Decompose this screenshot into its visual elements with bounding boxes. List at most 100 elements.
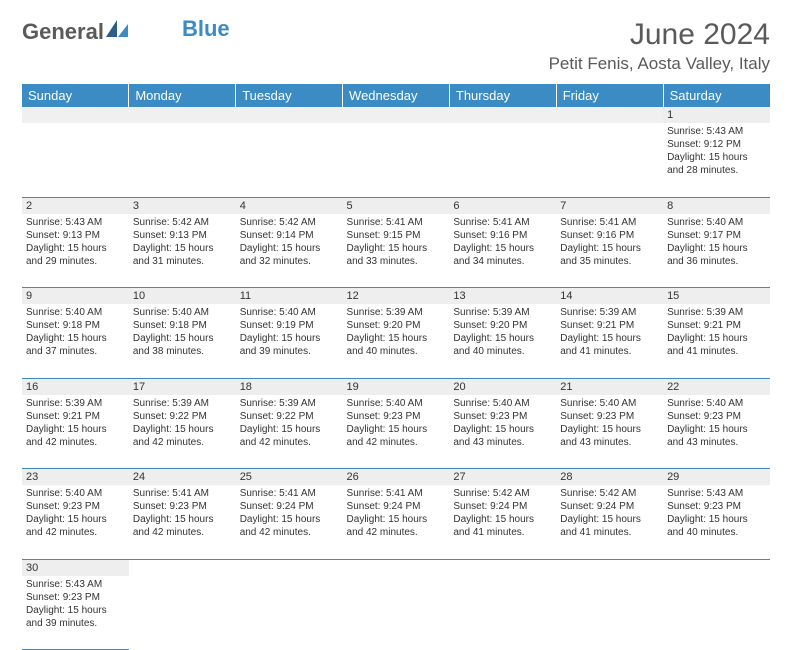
day-content-cell: Sunrise: 5:40 AMSunset: 9:19 PMDaylight:…	[236, 304, 343, 378]
sunrise-text: Sunrise: 5:40 AM	[667, 397, 766, 410]
day-number-cell: 5	[343, 197, 450, 214]
day-content-cell: Sunrise: 5:39 AMSunset: 9:22 PMDaylight:…	[236, 395, 343, 469]
daylight-text: and 40 minutes.	[453, 345, 552, 358]
daylight-text: and 42 minutes.	[26, 436, 125, 449]
day-number-cell: 18	[236, 378, 343, 395]
day-number-cell: 21	[556, 378, 663, 395]
sunrise-text: Sunrise: 5:42 AM	[453, 487, 552, 500]
sunset-text: Sunset: 9:24 PM	[560, 500, 659, 513]
day-number-cell: 9	[22, 288, 129, 305]
daynum-row: 2345678	[22, 197, 770, 214]
daylight-text: and 32 minutes.	[240, 255, 339, 268]
day-content-cell: Sunrise: 5:40 AMSunset: 9:23 PMDaylight:…	[663, 395, 770, 469]
day-number-cell	[236, 107, 343, 123]
day-content-cell	[556, 123, 663, 197]
day-content-cell: Sunrise: 5:40 AMSunset: 9:18 PMDaylight:…	[129, 304, 236, 378]
sunrise-text: Sunrise: 5:40 AM	[347, 397, 446, 410]
day-content-cell: Sunrise: 5:41 AMSunset: 9:15 PMDaylight:…	[343, 214, 450, 288]
day-number-cell: 27	[449, 469, 556, 486]
daylight-text: Daylight: 15 hours	[240, 242, 339, 255]
sunrise-text: Sunrise: 5:40 AM	[240, 306, 339, 319]
sunset-text: Sunset: 9:24 PM	[453, 500, 552, 513]
daylight-text: Daylight: 15 hours	[133, 242, 232, 255]
sunset-text: Sunset: 9:22 PM	[133, 410, 232, 423]
sunset-text: Sunset: 9:19 PM	[240, 319, 339, 332]
logo-text-2: Blue	[182, 16, 230, 42]
sunset-text: Sunset: 9:18 PM	[26, 319, 125, 332]
day-content-cell	[129, 123, 236, 197]
sunrise-text: Sunrise: 5:40 AM	[26, 306, 125, 319]
sunrise-text: Sunrise: 5:42 AM	[133, 216, 232, 229]
sunrise-text: Sunrise: 5:40 AM	[560, 397, 659, 410]
day-content-cell	[236, 123, 343, 197]
sunset-text: Sunset: 9:23 PM	[26, 500, 125, 513]
daylight-text: Daylight: 15 hours	[347, 242, 446, 255]
daylight-text: and 28 minutes.	[667, 164, 766, 177]
daylight-text: Daylight: 15 hours	[347, 332, 446, 345]
sunset-text: Sunset: 9:23 PM	[347, 410, 446, 423]
daylight-text: and 42 minutes.	[347, 526, 446, 539]
daylight-text: Daylight: 15 hours	[667, 151, 766, 164]
day-number-cell: 24	[129, 469, 236, 486]
day-content-cell: Sunrise: 5:40 AMSunset: 9:23 PMDaylight:…	[22, 485, 129, 559]
day-content-cell: Sunrise: 5:39 AMSunset: 9:20 PMDaylight:…	[449, 304, 556, 378]
logo: General Blue	[22, 18, 230, 46]
sunrise-text: Sunrise: 5:39 AM	[133, 397, 232, 410]
day-number-cell: 4	[236, 197, 343, 214]
daylight-text: Daylight: 15 hours	[453, 332, 552, 345]
day-content-cell: Sunrise: 5:39 AMSunset: 9:21 PMDaylight:…	[663, 304, 770, 378]
day-content-cell: Sunrise: 5:40 AMSunset: 9:18 PMDaylight:…	[22, 304, 129, 378]
day-number-cell: 23	[22, 469, 129, 486]
sunset-text: Sunset: 9:18 PM	[133, 319, 232, 332]
sunrise-text: Sunrise: 5:41 AM	[347, 487, 446, 500]
daylight-text: and 39 minutes.	[26, 617, 125, 630]
header-right: June 2024 Petit Fenis, Aosta Valley, Ita…	[549, 18, 770, 74]
page-title: June 2024	[549, 18, 770, 52]
day-number-cell: 15	[663, 288, 770, 305]
daylight-text: Daylight: 15 hours	[453, 513, 552, 526]
content-row: Sunrise: 5:43 AMSunset: 9:13 PMDaylight:…	[22, 214, 770, 288]
daylight-text: Daylight: 15 hours	[133, 332, 232, 345]
day-number-cell: 12	[343, 288, 450, 305]
sunrise-text: Sunrise: 5:40 AM	[26, 487, 125, 500]
day-content-cell: Sunrise: 5:39 AMSunset: 9:21 PMDaylight:…	[22, 395, 129, 469]
sunrise-text: Sunrise: 5:41 AM	[560, 216, 659, 229]
day-number-cell: 2	[22, 197, 129, 214]
day-content-cell: Sunrise: 5:42 AMSunset: 9:13 PMDaylight:…	[129, 214, 236, 288]
day-number-cell: 28	[556, 469, 663, 486]
sunset-text: Sunset: 9:23 PM	[26, 591, 125, 604]
sunrise-text: Sunrise: 5:40 AM	[453, 397, 552, 410]
content-row: Sunrise: 5:43 AMSunset: 9:23 PMDaylight:…	[22, 576, 770, 650]
daylight-text: and 42 minutes.	[133, 526, 232, 539]
sunset-text: Sunset: 9:15 PM	[347, 229, 446, 242]
day-number-cell	[343, 559, 450, 576]
day-number-cell	[663, 559, 770, 576]
day-number-cell	[236, 559, 343, 576]
daylight-text: Daylight: 15 hours	[240, 513, 339, 526]
content-row: Sunrise: 5:40 AMSunset: 9:23 PM Daylight:…	[22, 485, 770, 559]
sunrise-text: Sunrise: 5:41 AM	[347, 216, 446, 229]
daylight-text: and 43 minutes.	[453, 436, 552, 449]
day-number-cell: 7	[556, 197, 663, 214]
day-number-cell: 19	[343, 378, 450, 395]
daylight-text: Daylight: 15 hours	[453, 423, 552, 436]
sunrise-text: Sunrise: 5:43 AM	[26, 578, 125, 591]
sunrise-text: Sunrise: 5:39 AM	[453, 306, 552, 319]
day-content-cell	[343, 576, 450, 650]
day-number-cell: 29	[663, 469, 770, 486]
day-number-cell: 10	[129, 288, 236, 305]
content-row: Sunrise: 5:43 AMSunset: 9:12 PMDaylight:…	[22, 123, 770, 197]
daynum-row: 23242526272829	[22, 469, 770, 486]
day-content-cell: Sunrise: 5:42 AMSunset: 9:24 PMDaylight:…	[449, 485, 556, 559]
weekday-header: Tuesday	[236, 84, 343, 107]
daylight-text: and 41 minutes.	[667, 345, 766, 358]
day-content-cell: Sunrise: 5:39 AMSunset: 9:22 PMDaylight:…	[129, 395, 236, 469]
daylight-text: Daylight: 15 hours	[667, 242, 766, 255]
sunset-text: Sunset: 9:22 PM	[240, 410, 339, 423]
daylight-text: Daylight: 15 hours	[347, 423, 446, 436]
daynum-row: 16171819202122	[22, 378, 770, 395]
day-content-cell: Sunrise: 5:43 AMSunset: 9:23 PMDaylight:…	[22, 576, 129, 650]
day-content-cell: Sunrise: 5:40 AMSunset: 9:17 PMDaylight:…	[663, 214, 770, 288]
daylight-text: and 40 minutes.	[347, 345, 446, 358]
daylight-text: and 34 minutes.	[453, 255, 552, 268]
